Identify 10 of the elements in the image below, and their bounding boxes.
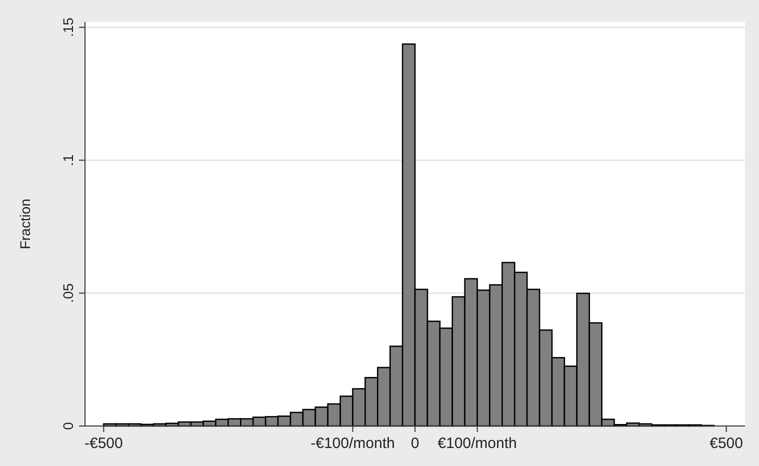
x-tick-label: €100/month (438, 435, 517, 452)
x-tick-label: -€500 (84, 435, 123, 452)
y-tick-label: .05 (60, 283, 76, 303)
y-tick-label: .1 (60, 154, 76, 166)
y-axis-title: Fraction (17, 198, 33, 250)
y-tick-label: 0 (60, 422, 76, 430)
x-tick-label: -€100/month (310, 435, 395, 452)
x-tick-label: €500 (710, 435, 744, 452)
x-tick-label: 0 (410, 435, 420, 452)
y-tick-label: .15 (60, 17, 76, 38)
